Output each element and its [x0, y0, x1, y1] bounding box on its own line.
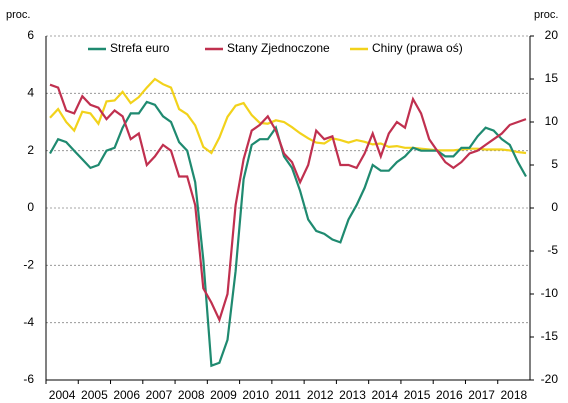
y2-tick-label: -20: [541, 372, 559, 386]
y2-tick-label: -15: [541, 329, 559, 343]
x-tick-label: 2016: [436, 388, 463, 402]
line-series: [49, 77, 527, 155]
x-tick-label: 2005: [81, 388, 108, 402]
x-tick-label: 2015: [404, 388, 431, 402]
y-tick-label: -2: [23, 258, 34, 272]
y-tick-label: -4: [23, 315, 34, 329]
x-tick-label: 2009: [210, 388, 237, 402]
y-tick-label: -6: [23, 372, 34, 386]
x-tick-label: 2018: [501, 388, 528, 402]
y-tick-label: 0: [27, 200, 34, 214]
y-axis-label: proc.: [6, 9, 30, 21]
legend-label: Stany Zjednoczone: [227, 41, 330, 55]
y-tick-label: 6: [27, 28, 34, 42]
x-tick-label: 2007: [146, 388, 173, 402]
line-series: [49, 83, 527, 323]
y2-tick-label: 0: [551, 200, 558, 214]
x-tick-label: 2013: [339, 388, 366, 402]
y2-tick-label: 15: [545, 71, 559, 85]
x-tick-label: 2011: [275, 388, 301, 402]
legend-label: Chiny (prawa oś): [372, 41, 463, 55]
y2-tick-label: 10: [545, 114, 559, 128]
x-tick-label: 2010: [242, 388, 269, 402]
x-tick-label: 2004: [49, 388, 76, 402]
y2-tick-label: 5: [551, 157, 558, 171]
y2-axis-label: proc.: [534, 9, 558, 21]
y2-tick-label: -5: [547, 243, 558, 257]
x-tick-label: 2008: [178, 388, 205, 402]
y2-tick-label: -10: [541, 286, 559, 300]
x-tick-label: 2017: [468, 388, 495, 402]
x-tick-label: 2012: [307, 388, 334, 402]
line-series: [49, 100, 527, 368]
x-tick-label: 2006: [113, 388, 140, 402]
y-tick-label: 2: [27, 143, 34, 157]
y2-tick-label: 20: [545, 28, 559, 42]
legend-label: Strefa euro: [110, 41, 170, 55]
y-tick-label: 4: [27, 86, 34, 100]
x-tick-label: 2014: [371, 388, 398, 402]
